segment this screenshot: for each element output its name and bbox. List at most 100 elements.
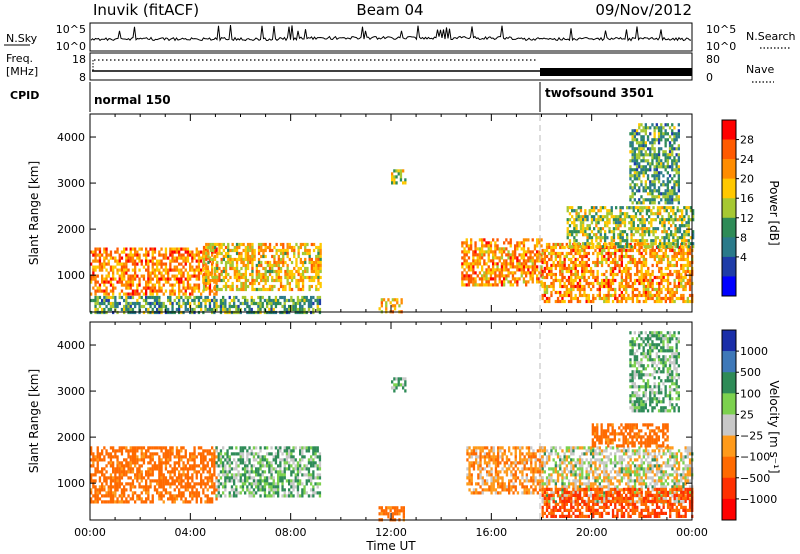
heatmap-cell [92, 250, 95, 254]
heatmap-cell [244, 467, 247, 471]
heatmap-cell [156, 464, 159, 468]
heatmap-cell [244, 269, 247, 274]
heatmap-cell [563, 284, 566, 289]
heatmap-cell [182, 467, 185, 471]
heatmap-cell [112, 292, 115, 296]
heatmap-cell [169, 452, 172, 456]
heatmap-cell [304, 275, 307, 280]
heatmap-cell [134, 289, 137, 293]
heatmap-cell [631, 168, 634, 172]
heatmap-cell [683, 215, 686, 219]
heatmap-cell [244, 287, 247, 292]
heatmap-cell [193, 301, 196, 306]
heatmap-cell [208, 292, 212, 296]
heatmap-cell [571, 215, 574, 219]
heatmap-cell [571, 230, 574, 234]
heatmap-cell [272, 479, 275, 483]
heatmap-cell [261, 485, 264, 489]
heatmap-cell [262, 275, 265, 280]
heatmap-cell [643, 224, 646, 228]
heatmap-cell [666, 189, 669, 193]
heatmap-cell [489, 274, 493, 278]
heatmap-cell [178, 277, 181, 281]
heatmap-cell [463, 277, 466, 281]
heatmap-cell [219, 458, 223, 462]
heatmap-cell [633, 183, 636, 187]
heatmap-cell [156, 277, 159, 281]
heatmap-cell [658, 254, 661, 259]
heatmap-cell [531, 262, 534, 266]
heatmap-cell [178, 482, 181, 486]
heatmap-cell [651, 254, 654, 259]
heatmap-cell [638, 275, 641, 280]
heatmap-cell [158, 470, 161, 474]
heatmap-cell [202, 287, 206, 292]
heatmap-cell [191, 289, 194, 293]
heatmap-cell [503, 241, 506, 245]
heatmap-cell [186, 259, 190, 263]
heatmap-cell [206, 479, 209, 483]
heatmap-cell [184, 277, 187, 281]
heatmap-cell [631, 293, 634, 298]
heatmap-cell [151, 283, 154, 287]
heatmap-cell [671, 201, 674, 205]
heatmap-cell [204, 485, 207, 489]
heatmap-cell [191, 265, 194, 269]
heatmap-cell [545, 296, 549, 301]
heatmap-cell [299, 245, 302, 250]
heatmap-cell [688, 284, 692, 289]
heatmap-cell [543, 281, 546, 286]
heatmap-cell [507, 253, 510, 257]
heatmap-cell [572, 263, 575, 268]
heatmap-cell [660, 296, 663, 301]
heatmap-cell [668, 189, 672, 193]
heatmap-cell [380, 506, 383, 510]
heatmap-cell [640, 278, 643, 283]
heatmap-cell [651, 263, 654, 268]
heatmap-cell [680, 251, 683, 256]
heatmap-cell [677, 168, 680, 172]
heatmap-cell [644, 242, 648, 247]
heatmap-cell [677, 296, 681, 301]
heatmap-cell [299, 467, 302, 471]
heatmap-cell [391, 178, 394, 182]
heatmap-cell [160, 265, 163, 269]
heatmap-cell [566, 227, 569, 231]
heatmap-cell [527, 280, 530, 284]
heatmap-cell [545, 290, 549, 295]
heatmap-cell [140, 295, 143, 300]
heatmap-cell [248, 491, 251, 495]
heatmap-cell [134, 461, 137, 465]
heatmap-cell [660, 269, 663, 274]
heatmap-cell [288, 488, 291, 492]
heatmap-cell [120, 250, 124, 254]
heatmap-cell [684, 257, 687, 262]
heatmap-cell [660, 165, 663, 169]
heatmap-cell [494, 283, 497, 287]
heatmap-cell [664, 201, 667, 205]
heatmap-cell [652, 239, 655, 243]
heatmap-cell [116, 497, 119, 501]
heatmap-cell [160, 277, 163, 281]
heatmap-cell [272, 476, 275, 480]
heatmap-cell [568, 242, 572, 246]
heatmap-cell [204, 295, 207, 300]
heatmap-cell [120, 295, 124, 300]
heatmap-cell [138, 268, 141, 272]
heatmap-cell [662, 251, 665, 256]
heatmap-cell [318, 494, 322, 498]
heatmap-cell [284, 248, 287, 253]
heatmap-cell [175, 277, 179, 281]
heatmap-cell [598, 260, 601, 265]
heatmap-cell [578, 299, 582, 304]
heatmap-cell [301, 284, 305, 289]
heatmap-cell [246, 284, 250, 289]
heatmap-cell [666, 132, 669, 136]
heatmap-cell [675, 260, 678, 265]
heatmap-cell [669, 293, 672, 298]
heatmap-cell [233, 479, 236, 483]
heatmap-cell [112, 491, 115, 495]
heatmap-cell [641, 218, 644, 222]
heatmap-cell [129, 476, 132, 480]
heatmap-cell [675, 132, 678, 136]
